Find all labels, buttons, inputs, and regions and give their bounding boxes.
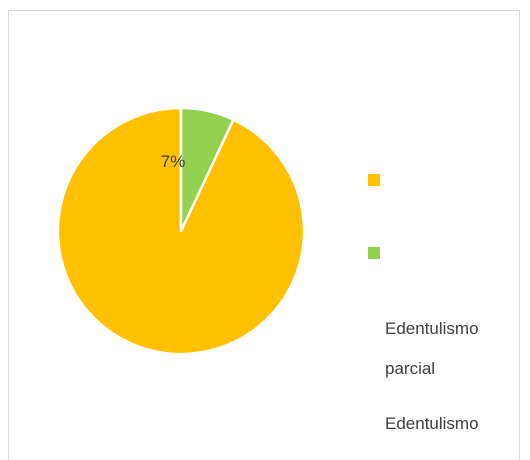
legend-swatch-partial (368, 174, 380, 186)
legend-label-line-2: parcial (385, 359, 436, 378)
legend-label-line-3: Edentulismo (385, 414, 479, 433)
pie-chart: 7% (56, 106, 306, 356)
data-label-total: 7% (161, 152, 186, 171)
pie-slice-total (179, 106, 235, 233)
legend-swatch-total (368, 247, 380, 259)
legend-label-line-1: Edentulismo (385, 319, 479, 338)
